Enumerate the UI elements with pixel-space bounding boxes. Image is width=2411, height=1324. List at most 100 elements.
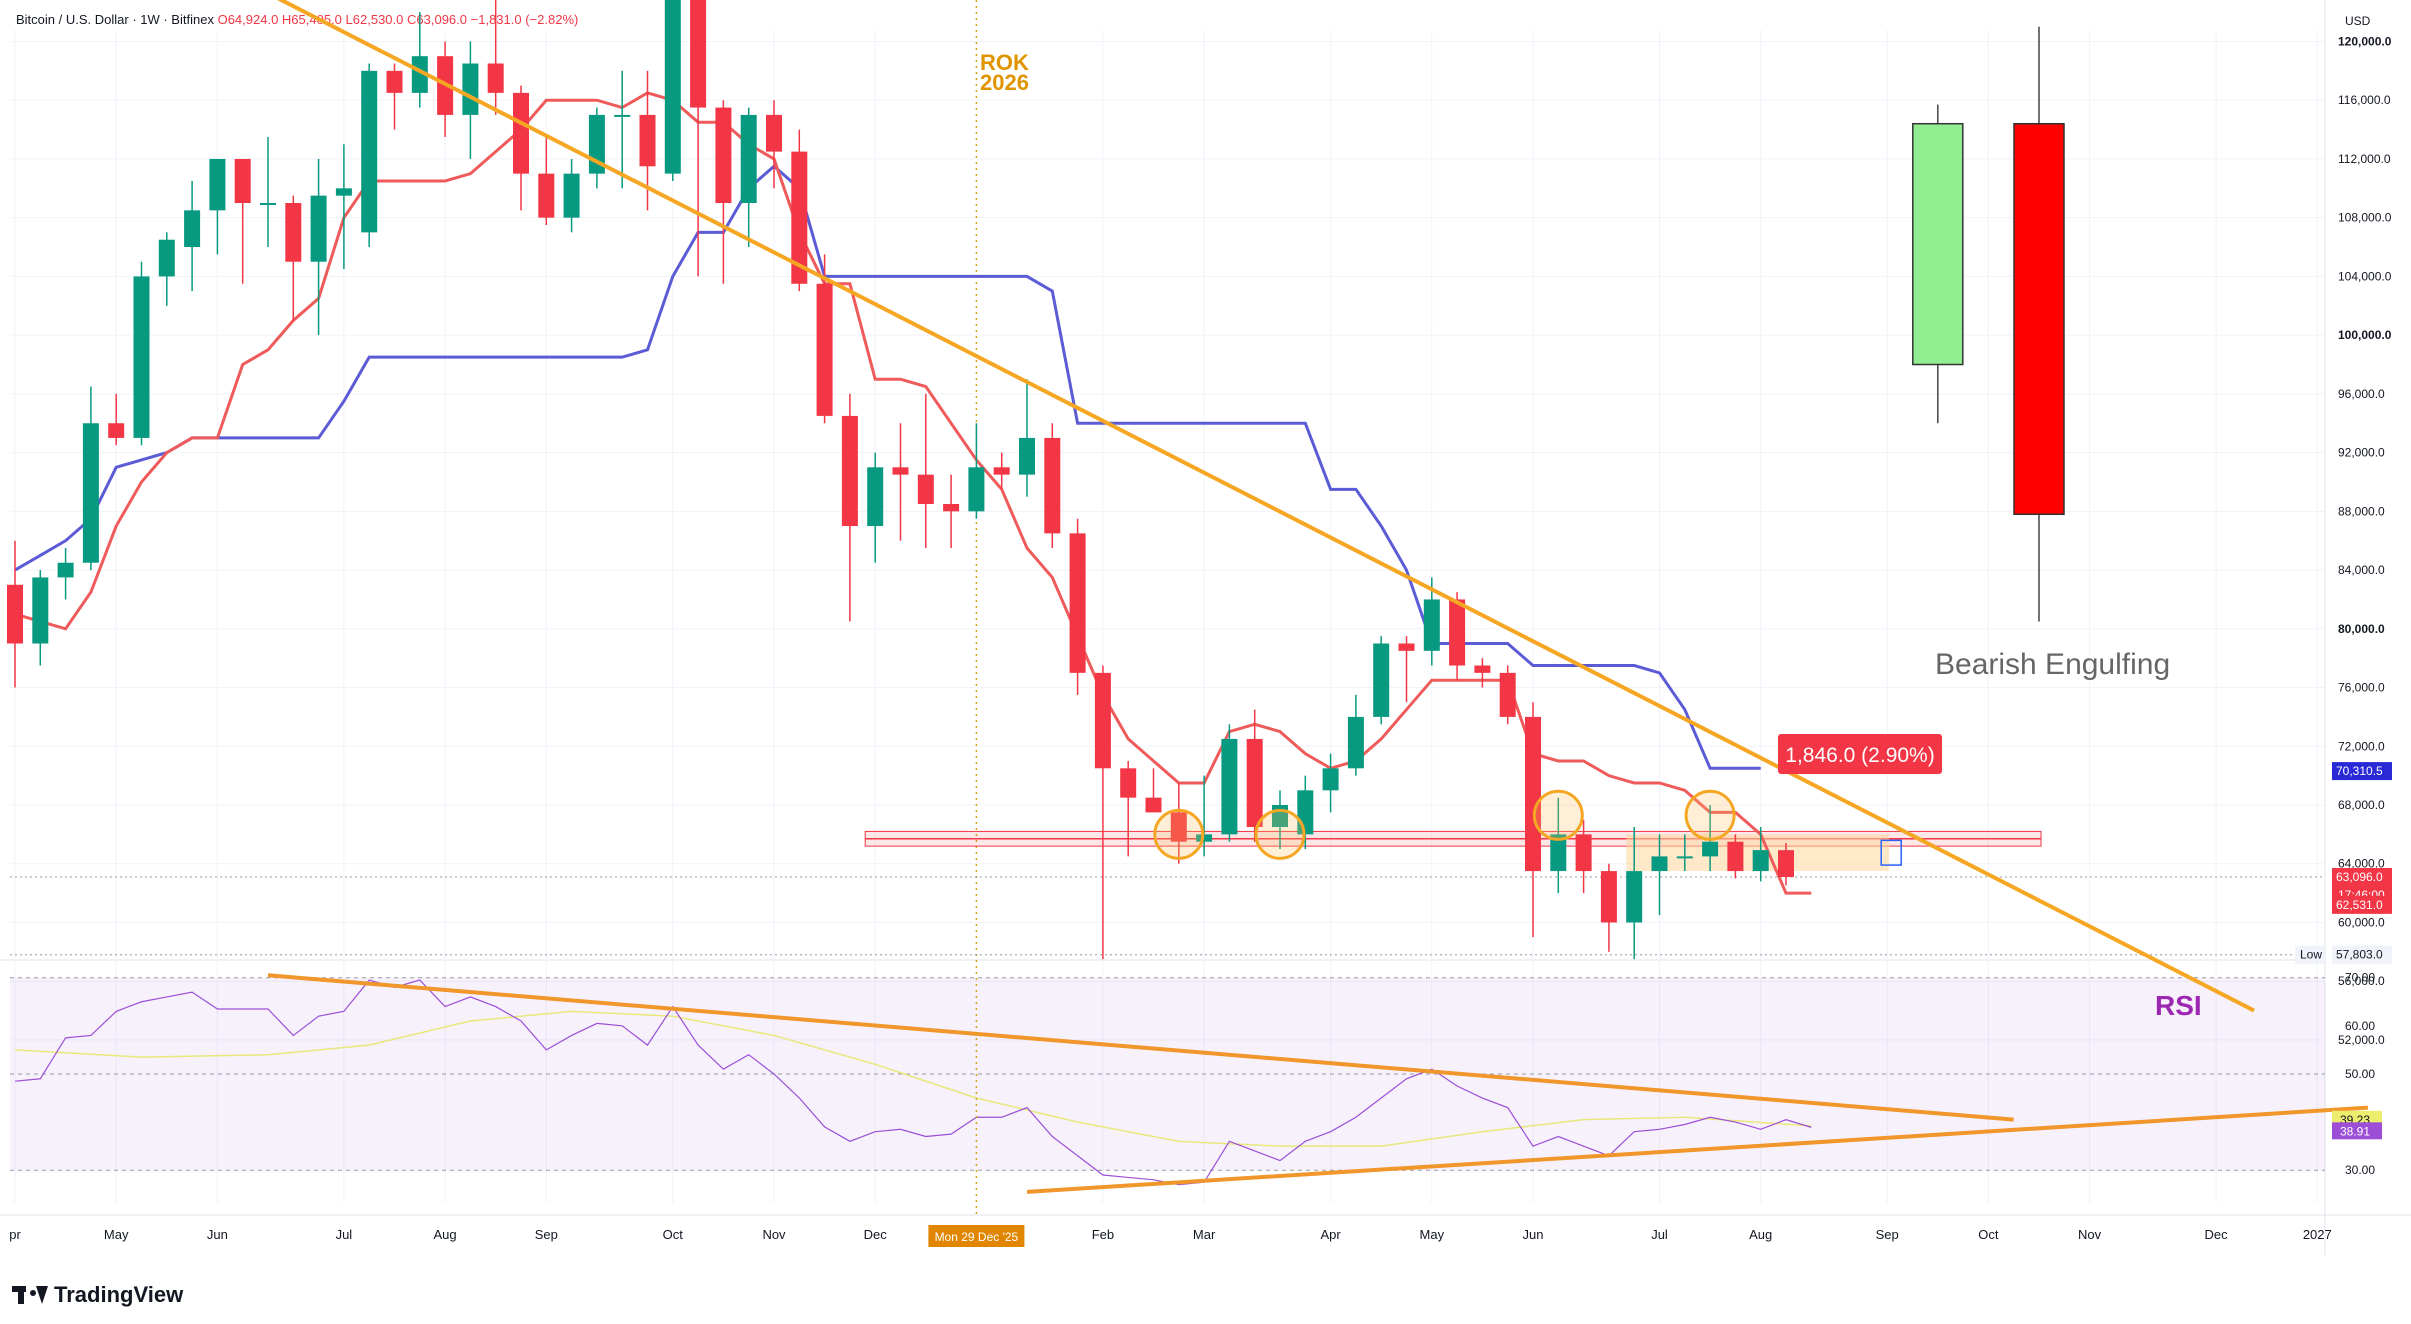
- candle-body: [133, 276, 150, 438]
- time-tick-label: Apr: [1320, 1227, 1341, 1242]
- price-tick-label: 68,000.0: [2338, 798, 2385, 812]
- pattern-bull-candle: [1912, 122, 1964, 366]
- candle-body: [943, 504, 960, 512]
- time-tick-label: Jun: [207, 1227, 228, 1242]
- candle-body: [1778, 850, 1794, 878]
- time-tick-label: Aug: [1749, 1227, 1772, 1242]
- time-tick-label: Feb: [1092, 1227, 1114, 1242]
- support-touch-circle: [1532, 789, 1584, 841]
- candle-body: [7, 584, 23, 644]
- symbol-title: Bitcoin / U.S. Dollar · 1W · Bitfinex: [16, 12, 214, 27]
- rsi-line: [14, 979, 1812, 1186]
- price-tag-box: [2295, 945, 2325, 964]
- candle-body: [664, 0, 681, 174]
- price-tick-label: 84,000.0: [2338, 563, 2385, 577]
- price-label-box: [2332, 945, 2392, 964]
- candle-body: [335, 188, 352, 196]
- time-tick-label: 2027: [2303, 1227, 2332, 1242]
- candle-body: [614, 114, 631, 117]
- change-value: −1,831.0 (−2.82%): [470, 12, 579, 27]
- price-tick-label: 100,000.0: [2338, 328, 2392, 342]
- price-tick-label: 116,000.0: [2338, 93, 2391, 107]
- time-tick-label: Oct: [1978, 1227, 1999, 1242]
- price-label: 57,803.0: [2336, 948, 2383, 962]
- candle-body: [1474, 665, 1491, 673]
- candle-body: [639, 114, 656, 167]
- price-tick-label: 104,000.0: [2338, 269, 2392, 283]
- measure-label: 1,846.0 (2.90%): [1785, 744, 1934, 767]
- candle-body: [1120, 768, 1137, 798]
- price-tick-label: 96,000.0: [2338, 387, 2385, 401]
- rsi-tick-label: 70.00: [2345, 971, 2375, 985]
- price-tick-label: 120,000.0: [2338, 34, 2392, 48]
- candle-body: [108, 423, 125, 438]
- rsi-label: RSI: [2155, 990, 2202, 1021]
- candle-body: [209, 158, 226, 211]
- open-value: O64,924.0: [217, 12, 279, 27]
- time-axis: pr May Jun Jul Aug Sep Oct Nov Dec Feb Mar Apr May Ju…: [9, 1225, 2332, 1247]
- time-tick-label: Nov: [2078, 1227, 2102, 1242]
- chart-header: Bitcoin / U.S. Dollar · 1W · Bitfinex O6…: [16, 12, 578, 27]
- candle-body: [1499, 672, 1516, 717]
- time-tick-label: Sep: [1876, 1227, 1899, 1242]
- price-axis: USD128,000.0124,000.0120,000.0116,000.01…: [2295, 14, 2392, 1177]
- time-tick-label: Aug: [434, 1227, 457, 1242]
- time-tick-label: pr: [9, 1227, 21, 1242]
- candle-body: [563, 173, 580, 218]
- candle-body: [1449, 599, 1466, 666]
- candle-body: [1246, 738, 1263, 828]
- candle-body: [1170, 812, 1187, 842]
- price-tick-label: 64,000.0: [2338, 857, 2385, 871]
- support-touch-circle: [1254, 808, 1306, 860]
- candle-body: [841, 415, 858, 527]
- candle-body: [968, 467, 985, 512]
- tradingview-logo[interactable]: TradingView: [12, 1282, 183, 1308]
- time-tick-label: Mar: [1193, 1227, 1216, 1242]
- rsi-resistance-trendline: [267, 973, 2014, 1122]
- candle-body: [513, 92, 529, 174]
- candle-body: [1069, 533, 1086, 673]
- candle-body: [1702, 841, 1719, 857]
- low-value: L62,530.0: [345, 12, 404, 27]
- candle-body: [285, 203, 302, 262]
- rsi-value-box: [2332, 1122, 2382, 1140]
- candle-body: [740, 114, 757, 204]
- candle-body: [462, 63, 479, 115]
- candle-body: [690, 0, 707, 108]
- close-value: C63,096.0: [407, 12, 468, 27]
- price-tick-label: 108,000.0: [2338, 211, 2392, 225]
- candle-body: [816, 283, 833, 416]
- price-label: 63,096.0: [2336, 870, 2383, 884]
- time-tick-label: Dec: [864, 1227, 888, 1242]
- tradingview-logo-icon: [12, 1286, 48, 1304]
- time-tick-label: May: [104, 1227, 129, 1242]
- price-label-box: [2332, 895, 2392, 914]
- time-tick-label: Nov: [762, 1227, 786, 1242]
- candle-body: [1398, 643, 1415, 651]
- price-tick-label: 52,000.0: [2338, 1033, 2385, 1047]
- level-lines: [10, 876, 2325, 956]
- kijun-line: [14, 164, 1761, 770]
- candle-body: [1044, 437, 1061, 534]
- support-touch-circle: [1153, 808, 1205, 860]
- time-tick-label: Jul: [1651, 1227, 1668, 1242]
- candle-body: [1145, 797, 1162, 813]
- candle-body: [1373, 643, 1390, 717]
- crosshair-time-box: [928, 1225, 1025, 1247]
- time-tick-label: Oct: [663, 1227, 684, 1242]
- price-resistance-trendline: [276, 0, 2255, 1013]
- tenkan-line: [14, 91, 1812, 895]
- measure-handle: [1880, 839, 1902, 866]
- time-tick-label: May: [1420, 1227, 1445, 1242]
- support-touch-circle: [1684, 789, 1736, 841]
- time-tick-label: Dec: [2205, 1227, 2229, 1242]
- pattern-label: Bearish Engulfing: [1935, 648, 2170, 681]
- candle-body: [766, 114, 782, 152]
- brand-name: TradingView: [54, 1282, 184, 1307]
- price-tick-label: 56,000.0: [2338, 974, 2385, 988]
- candle-body: [1727, 841, 1744, 872]
- candle-body: [791, 151, 808, 284]
- time-tick-label: Jun: [1523, 1227, 1544, 1242]
- candle-body: [310, 195, 327, 262]
